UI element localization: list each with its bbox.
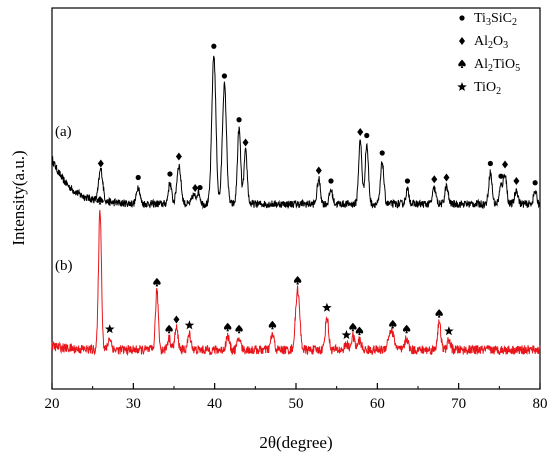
marker-layer (96, 43, 538, 340)
peak-marker-b-4 (173, 315, 180, 324)
trace-label-b: (b) (55, 258, 73, 274)
peak-marker-a-3 (175, 152, 182, 161)
legend-label-2: Al2TiO5 (474, 57, 520, 74)
legend-symbol-circle-icon (459, 15, 465, 21)
peak-marker-b-2 (153, 277, 161, 287)
x-tick-label-50: 50 (289, 396, 304, 412)
peak-marker-b-7 (235, 324, 243, 334)
peak-marker-b-0 (96, 196, 104, 205)
peak-marker-a-7 (221, 73, 228, 79)
series-line-a (51, 55, 541, 210)
peak-marker-b-10 (322, 302, 332, 312)
peak-marker-a-15 (404, 178, 411, 184)
legend-symbol-diamond-icon (459, 37, 465, 45)
peak-marker-b-9 (293, 275, 302, 285)
peak-marker-b-1 (104, 324, 115, 334)
peak-marker-b-8 (268, 320, 277, 330)
peak-marker-a-1 (135, 174, 141, 181)
peak-marker-a-21 (513, 177, 520, 185)
x-axis-title: 2θ(degree) (259, 433, 332, 452)
peak-marker-a-8 (236, 117, 242, 123)
x-tick-label-40: 40 (207, 396, 222, 412)
peak-marker-a-11 (328, 178, 334, 184)
peak-marker-a-5 (197, 184, 203, 191)
trace-label-a: (a) (55, 124, 72, 140)
peak-marker-a-20 (502, 160, 509, 169)
series-line-b (51, 209, 541, 357)
peak-marker-a-17 (443, 173, 450, 182)
peak-marker-b-13 (355, 326, 364, 336)
peak-marker-a-13 (364, 132, 370, 139)
peak-marker-a-6 (211, 43, 217, 49)
peak-marker-b-3 (165, 324, 173, 334)
peak-marker-b-6 (223, 322, 232, 332)
peak-marker-b-12 (349, 322, 357, 332)
legend-symbol-spade-icon (458, 59, 466, 68)
x-tick-label-60: 60 (370, 396, 385, 412)
legend-label-3: TiO2 (474, 80, 501, 97)
peak-marker-a-9 (242, 138, 249, 147)
series-layer (51, 55, 541, 357)
peak-marker-a-16 (431, 175, 438, 184)
x-tick-label-80: 80 (533, 396, 548, 412)
peak-marker-b-11 (341, 330, 352, 340)
legend-label-1: Al2O3 (474, 34, 508, 51)
peak-marker-a-4 (192, 184, 199, 193)
legend-label-0: Ti3SiC2 (474, 11, 517, 28)
x-tick-label-70: 70 (451, 396, 466, 412)
x-axis-ticks: 20 30 40 50 60 70 80 (45, 383, 548, 412)
peak-marker-b-14 (389, 319, 397, 329)
peak-marker-a-19 (498, 173, 504, 179)
peak-marker-b-5 (184, 320, 195, 330)
legend: Ti3SiC2 Al2O3 Al2TiO5 TiO2 (457, 11, 520, 97)
peak-marker-a-0 (97, 159, 104, 168)
x-tick-label-30: 30 (126, 396, 141, 412)
legend-symbol-star-icon (457, 82, 467, 92)
x-tick-label-20: 20 (45, 396, 60, 412)
peak-marker-a-18 (487, 160, 493, 167)
plot-frame (51, 7, 541, 390)
peak-marker-a-2 (167, 171, 173, 177)
peak-marker-b-16 (435, 309, 443, 318)
peak-marker-a-14 (379, 150, 385, 156)
peak-marker-b-15 (402, 324, 411, 334)
peak-marker-b-17 (444, 326, 454, 336)
peak-marker-a-22 (532, 180, 538, 186)
peak-marker-a-12 (357, 127, 364, 136)
peak-marker-a-10 (315, 166, 322, 175)
y-axis-title: Intensity(a.u.) (9, 150, 28, 245)
